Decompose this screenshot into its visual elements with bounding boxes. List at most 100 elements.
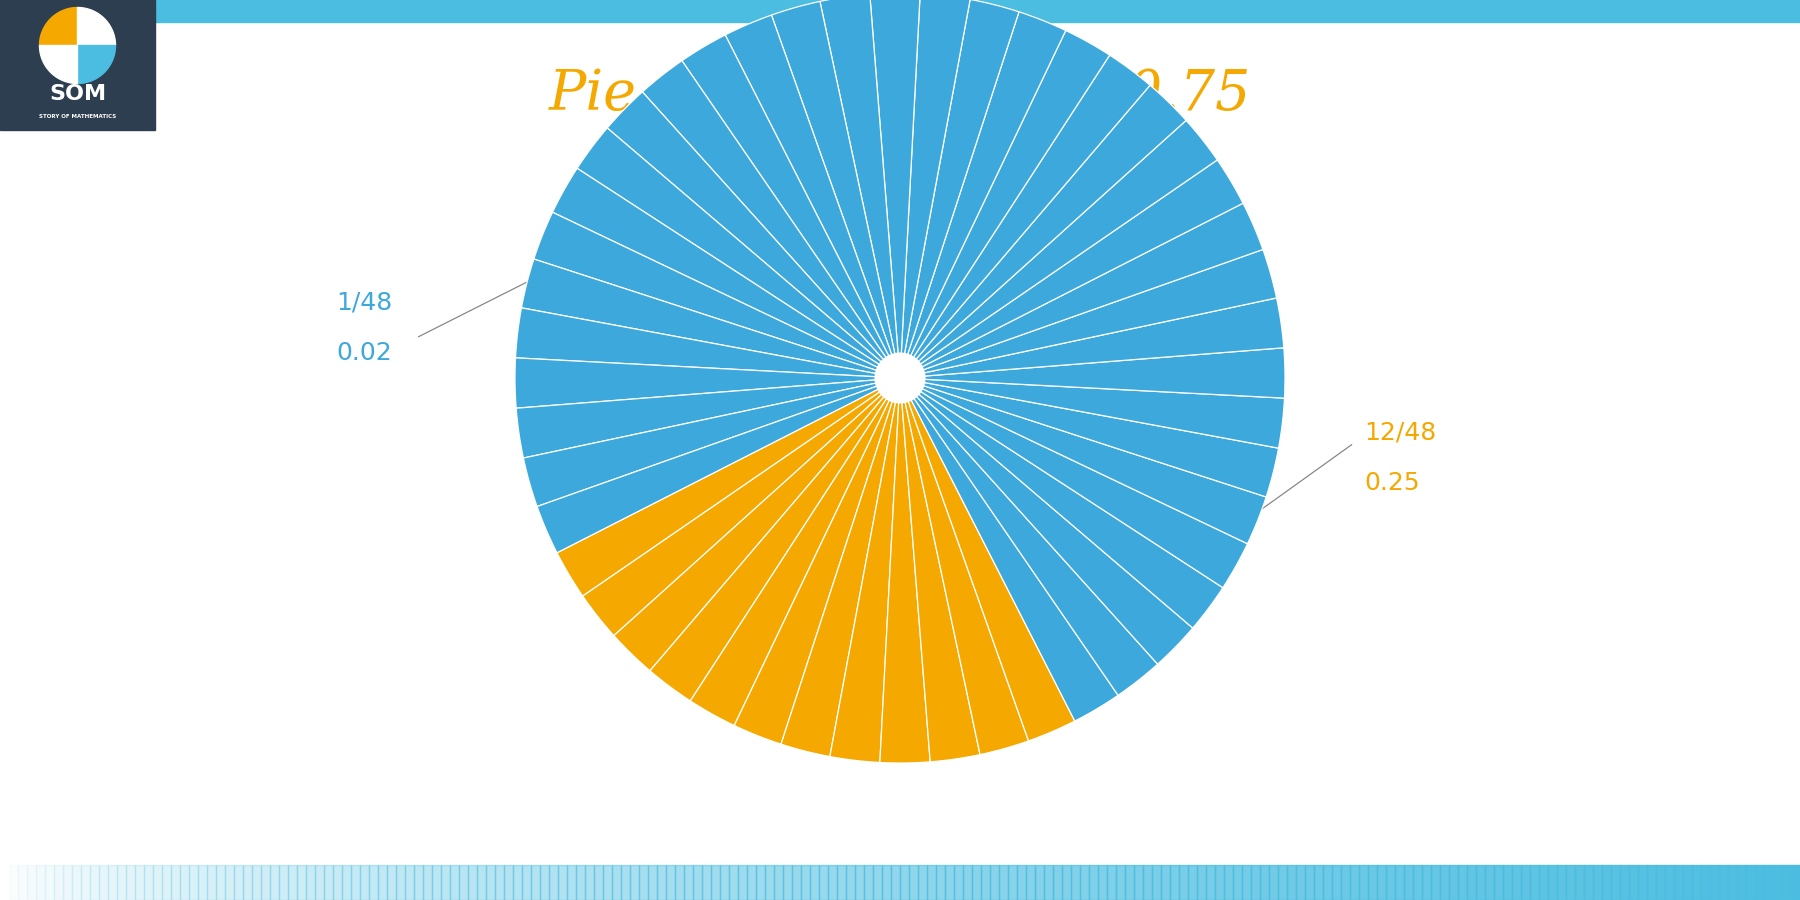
Bar (1593, 865, 1602, 900)
Bar (1350, 865, 1359, 900)
Bar (117, 865, 126, 900)
Bar (288, 865, 297, 900)
Bar (558, 865, 567, 900)
Bar (468, 865, 477, 900)
Wedge shape (900, 378, 1285, 448)
Wedge shape (515, 308, 900, 378)
Bar (1269, 865, 1278, 900)
Bar (819, 865, 828, 900)
Bar (441, 865, 450, 900)
Bar (1188, 865, 1197, 900)
Bar (1134, 865, 1143, 900)
Bar (1143, 865, 1152, 900)
Text: SOM: SOM (49, 84, 106, 104)
Bar (1503, 865, 1512, 900)
Bar (0, 0, 1800, 22)
Bar (1404, 865, 1413, 900)
Bar (1251, 865, 1260, 900)
Bar (1737, 865, 1746, 900)
Bar (1458, 865, 1467, 900)
Bar (720, 865, 729, 900)
Bar (873, 865, 882, 900)
Circle shape (875, 353, 925, 403)
Bar (603, 865, 612, 900)
Bar (1215, 865, 1224, 900)
Bar (1566, 865, 1575, 900)
Bar (1719, 865, 1728, 900)
Wedge shape (522, 259, 900, 378)
Bar (657, 865, 666, 900)
Bar (945, 865, 954, 900)
Bar (1656, 865, 1665, 900)
Bar (918, 865, 927, 900)
Bar (225, 865, 234, 900)
Bar (846, 865, 855, 900)
Bar (1431, 865, 1440, 900)
Bar (675, 865, 684, 900)
Wedge shape (900, 55, 1150, 378)
Bar (189, 865, 198, 900)
Bar (1611, 865, 1620, 900)
Bar (1773, 865, 1782, 900)
Bar (414, 865, 423, 900)
Wedge shape (650, 378, 900, 701)
Wedge shape (643, 60, 900, 378)
Bar (540, 865, 549, 900)
Bar (135, 865, 144, 900)
Bar (639, 865, 648, 900)
Bar (144, 865, 153, 900)
Bar (585, 865, 594, 900)
Wedge shape (900, 0, 1019, 378)
Bar (999, 865, 1008, 900)
Bar (1530, 865, 1539, 900)
Bar (378, 865, 387, 900)
Bar (621, 865, 630, 900)
Bar (0, 865, 9, 900)
Bar (126, 865, 135, 900)
Bar (1107, 865, 1116, 900)
Bar (1260, 865, 1269, 900)
Bar (1674, 865, 1683, 900)
Bar (1683, 865, 1692, 900)
Bar (432, 865, 441, 900)
Bar (1512, 865, 1521, 900)
Bar (891, 865, 900, 900)
Wedge shape (900, 378, 979, 761)
Text: 12/48: 12/48 (1364, 421, 1436, 445)
Bar (1746, 865, 1755, 900)
Bar (1602, 865, 1611, 900)
Bar (1071, 865, 1080, 900)
Wedge shape (517, 378, 900, 458)
Bar (1053, 865, 1062, 900)
Bar (774, 865, 783, 900)
Bar (1170, 865, 1179, 900)
Wedge shape (614, 378, 900, 670)
Bar (1161, 865, 1170, 900)
Bar (1782, 865, 1791, 900)
Wedge shape (880, 378, 931, 763)
Bar (1521, 865, 1530, 900)
Bar (522, 865, 531, 900)
Polygon shape (40, 7, 77, 46)
Wedge shape (900, 121, 1217, 378)
Bar (324, 865, 333, 900)
Bar (1224, 865, 1233, 900)
Wedge shape (900, 378, 1265, 544)
Bar (369, 865, 378, 900)
Wedge shape (553, 168, 900, 378)
Bar (63, 865, 72, 900)
Polygon shape (40, 46, 77, 84)
Wedge shape (535, 212, 900, 378)
Bar (1440, 865, 1449, 900)
Bar (936, 865, 945, 900)
Bar (315, 865, 324, 900)
Bar (648, 865, 657, 900)
Bar (99, 865, 108, 900)
Bar (45, 865, 54, 900)
Bar (504, 865, 513, 900)
Bar (1728, 865, 1737, 900)
Bar (90, 865, 99, 900)
Bar (1395, 865, 1404, 900)
Bar (387, 865, 396, 900)
Wedge shape (578, 128, 900, 378)
